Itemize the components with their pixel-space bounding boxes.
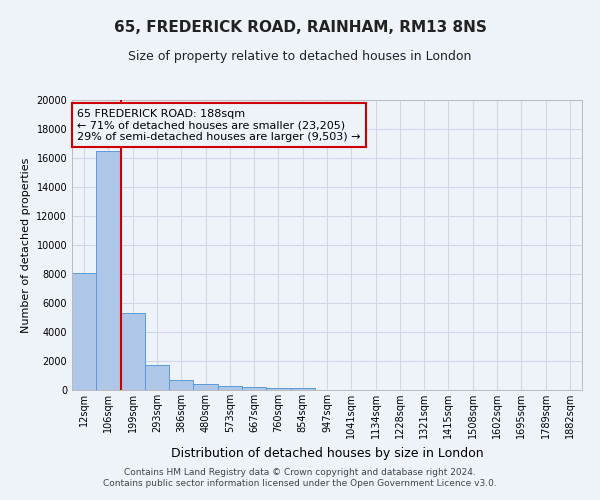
Text: 65, FREDERICK ROAD, RAINHAM, RM13 8NS: 65, FREDERICK ROAD, RAINHAM, RM13 8NS — [113, 20, 487, 35]
Bar — [266, 388, 290, 390]
Bar — [290, 388, 315, 390]
Bar — [242, 387, 266, 390]
Bar — [145, 364, 169, 390]
Text: Contains HM Land Registry data © Crown copyright and database right 2024.
Contai: Contains HM Land Registry data © Crown c… — [103, 468, 497, 487]
Bar — [96, 151, 121, 390]
Y-axis label: Number of detached properties: Number of detached properties — [21, 158, 31, 332]
Bar — [169, 380, 193, 390]
Bar — [193, 384, 218, 390]
Bar — [121, 313, 145, 390]
X-axis label: Distribution of detached houses by size in London: Distribution of detached houses by size … — [170, 446, 484, 460]
Text: Size of property relative to detached houses in London: Size of property relative to detached ho… — [128, 50, 472, 63]
Bar — [72, 272, 96, 390]
Bar — [218, 386, 242, 390]
Text: 65 FREDERICK ROAD: 188sqm
← 71% of detached houses are smaller (23,205)
29% of s: 65 FREDERICK ROAD: 188sqm ← 71% of detac… — [77, 108, 361, 142]
